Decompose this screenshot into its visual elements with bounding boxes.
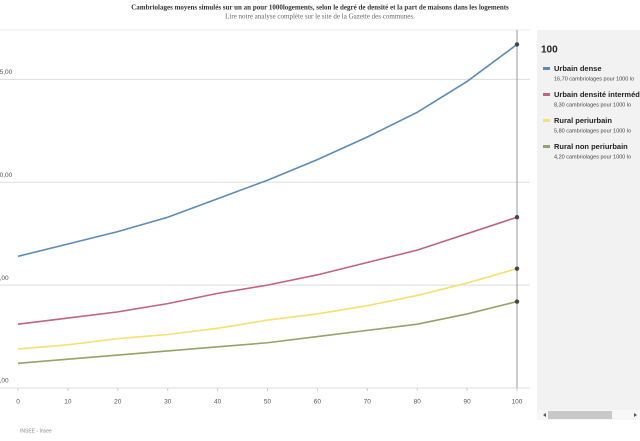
x-tick-label: 70 [364,399,372,406]
x-tick-label: 30 [164,399,172,406]
legend-panel [537,30,640,410]
x-tick-label: 20 [114,399,122,406]
source: INSEE - Insee [20,428,52,434]
scrollbar-thumb[interactable] [548,411,612,419]
hover-dot [514,215,520,220]
series-line [17,267,518,350]
legend-label: Urbain dense [554,64,602,73]
x-tick-label: 100 [512,399,523,406]
x-tick-label: 40 [214,399,222,406]
chart-subtitle: Lire notre analyse complète sur le site … [225,13,415,21]
scroll-right[interactable] [634,413,637,417]
legend-swatch [543,119,550,122]
legend-swatch [543,67,550,70]
x-tick-label: 10 [64,399,72,406]
hover-header: 100 [541,45,558,56]
legend-label: Urbain densité intermédiaire [554,90,640,99]
scroll-left[interactable] [543,413,546,417]
hover-dot [514,299,520,304]
y-tick-label: 15,00 [0,69,13,76]
hover-dot [514,266,520,271]
legend-label: Rural non periurbain [554,142,628,151]
series-line [17,300,518,365]
x-tick-label: 50 [264,399,272,406]
legend-detail: 16,70 cambriolages pour 1000 lo [554,76,634,82]
chart-title: Cambriolages moyens simulés sur un an po… [131,4,509,12]
x-tick-label: 60 [314,399,322,406]
series-line [17,43,518,258]
y-tick-label: 10,00 [0,172,13,179]
legend-detail: 5,80 cambriolages pour 1000 lo [554,128,631,134]
legend-swatch [543,93,550,96]
legend-swatch [543,145,550,148]
x-tick-label: 90 [463,399,471,406]
series-line [17,216,518,326]
x-tick-label: 80 [414,399,422,406]
legend-detail: 4,20 cambriolages pour 1000 lo [554,154,631,160]
legend-detail: 8,30 cambriolages pour 1000 lo [554,102,631,108]
y-tick-label: 0,00 [0,378,9,385]
y-tick-label: 5,00 [0,275,9,282]
legend-label: Rural periurbain [554,116,612,125]
hover-dot [514,42,520,47]
x-tick-label: 0 [16,399,20,406]
